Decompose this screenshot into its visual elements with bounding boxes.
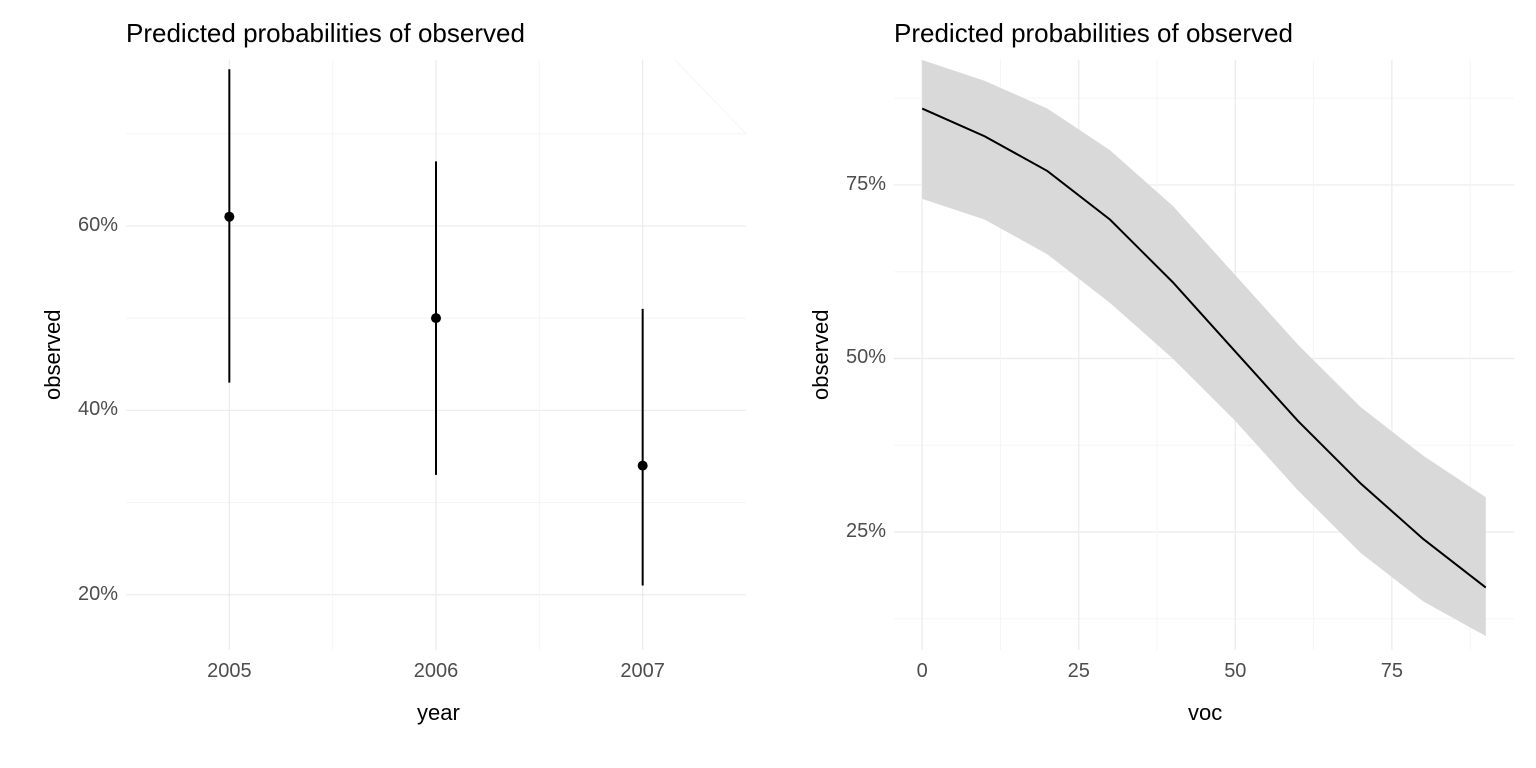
right-xtick: 0	[897, 660, 947, 683]
right-xtick: 50	[1210, 660, 1260, 683]
right-title: Predicted probabilities of observed	[894, 18, 1293, 49]
left-plot	[126, 60, 746, 650]
left-xlabel: year	[417, 700, 460, 726]
left-ytick: 20%	[58, 583, 118, 606]
right-xlabel: voc	[1188, 700, 1222, 726]
left-ylabel: observed	[40, 309, 66, 400]
right-panel: Predicted probabilities of observed obse…	[768, 0, 1536, 768]
left-ytick: 40%	[58, 398, 118, 421]
right-ytick: 75%	[826, 173, 886, 196]
left-panel: Predicted probabilities of observed obse…	[0, 0, 768, 768]
right-plot	[894, 60, 1514, 650]
right-xtick: 75	[1367, 660, 1417, 683]
left-ytick: 60%	[58, 214, 118, 237]
left-xtick: 2005	[199, 660, 259, 683]
right-ytick: 25%	[826, 520, 886, 543]
left-xtick: 2007	[613, 660, 673, 683]
right-ytick: 50%	[826, 346, 886, 369]
right-xtick: 25	[1054, 660, 1104, 683]
left-xtick: 2006	[406, 660, 466, 683]
left-title: Predicted probabilities of observed	[126, 18, 525, 49]
